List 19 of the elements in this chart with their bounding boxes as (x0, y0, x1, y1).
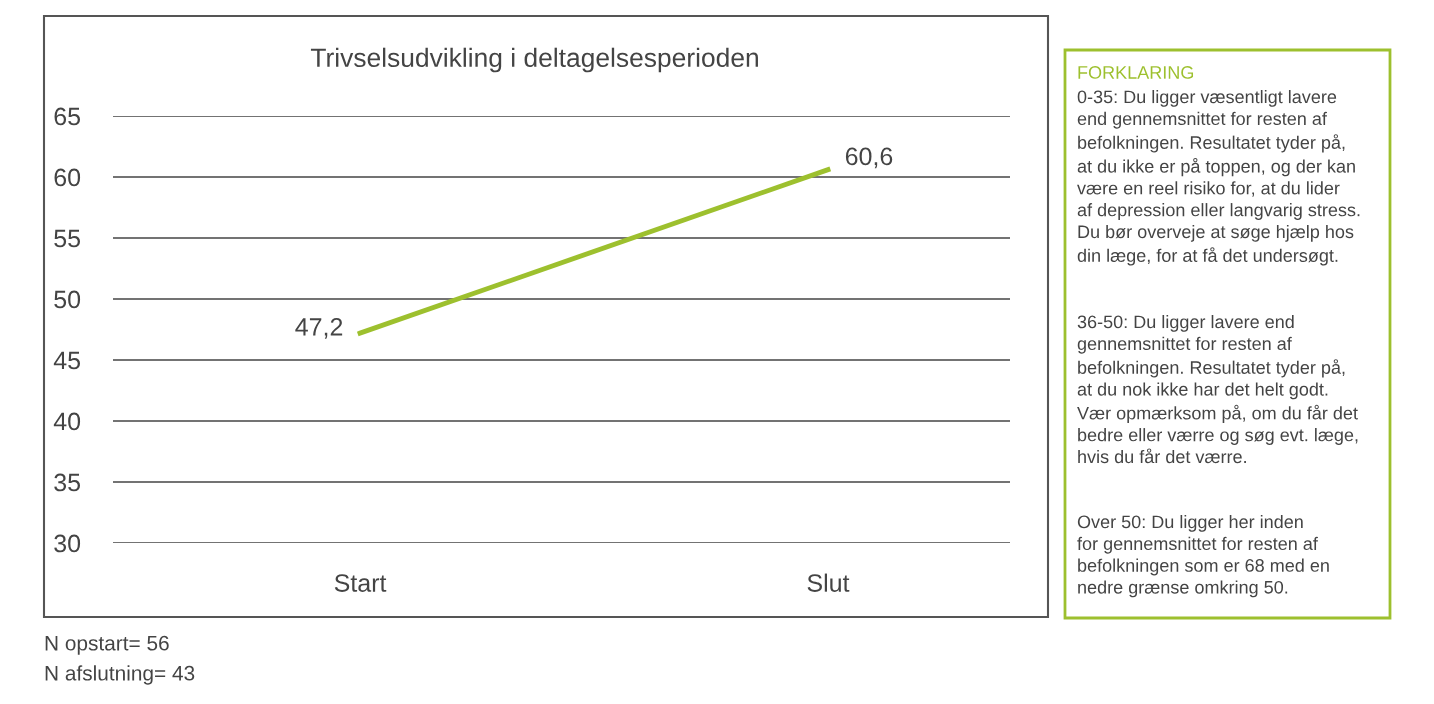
data-label: 60,6 (845, 147, 893, 169)
y-tick-label: 60 (54, 168, 81, 187)
text: N afslutning= 43 (45, 665, 195, 685)
y-tick-label: 50 (54, 290, 81, 309)
y-tick-label: 55 (54, 229, 81, 248)
text: 36-50: Du ligger lavere end gennemsnittet for resten af befolkningen. Resultatet tyder på, at du nok ikke har det helt godt. Vær opmærksom på, om du får det bedre eller værre og søg evt. læge, hvis du får det værre. (1077, 315, 1358, 464)
x-tick-label: Start (334, 574, 387, 592)
text: FORKLARING (1078, 66, 1194, 79)
chart-title: Trivselsudvikling i deltagelsesperioden (310, 47, 758, 73)
y-tick-label: 35 (54, 473, 81, 492)
x-tick-label: Slut (807, 573, 850, 592)
y-tick-label: 65 (54, 107, 81, 126)
y-tick-label: 30 (54, 534, 81, 553)
text: Over 50: Du ligger her inden for gennemsnittet for resten af befolkningen som er 68 med en nedre grænse omkring 50. (1077, 515, 1329, 598)
text: N opstart= 56 (45, 635, 169, 655)
data-label: 47,2 (295, 318, 343, 339)
y-tick-label: 45 (53, 351, 81, 370)
y-tick-label: 40 (53, 412, 81, 431)
text: 0-35: Du ligger væsentligt lavere end gennemsnittet for resten af befolkningen. Resultatet tyder på, at du ikke er på toppen, og der kan være en reel risiko for, at du lider af depression eller langvarig stress. Du bør overveje at søge hjælp hos din læge, for at få det undersøgt. (1077, 90, 1360, 266)
